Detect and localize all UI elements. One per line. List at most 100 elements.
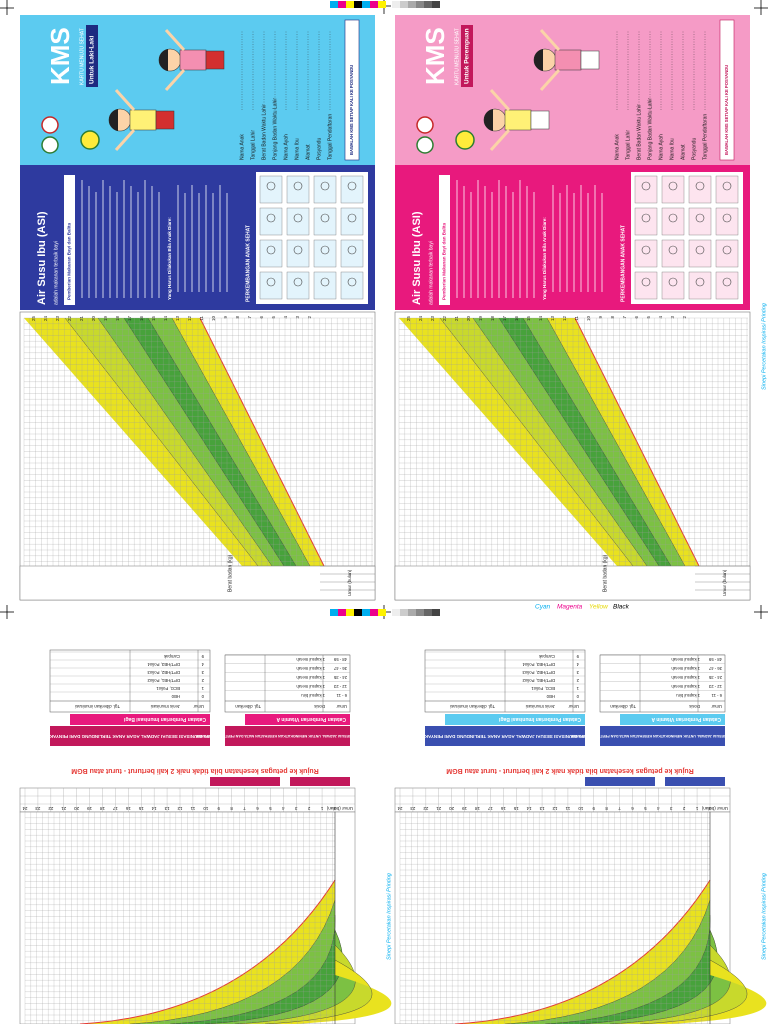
age-tick-label: 10 (203, 806, 209, 811)
grey-patch (424, 609, 432, 616)
band-edge (123, 317, 285, 567)
color-patch (338, 609, 346, 616)
vitamin-cell: 24 - 35 (333, 675, 347, 680)
weight-tick-label: 3 (295, 316, 300, 319)
age-tick-label: 1 (695, 806, 698, 811)
development-pictogram (286, 207, 310, 236)
age-tick-label: 0 (333, 806, 336, 811)
age-tick-label: 17 (487, 806, 493, 811)
grey-patch (400, 1, 408, 8)
field-label: Nama Ayah (283, 134, 289, 160)
pictogram-figure (320, 245, 330, 255)
pictogram-figure (347, 181, 357, 191)
child-arm (539, 68, 561, 92)
age-tick-label: 2 (307, 806, 310, 811)
imunisasi-title: Catatan Pemberian Imunisasi Bagi (498, 716, 581, 722)
grey-patch (432, 1, 440, 8)
imunisasi-cell: BCG, Polio1 (156, 686, 180, 691)
child-body (179, 49, 207, 71)
imunisasi-cell: 1 (576, 686, 579, 691)
note-label: BAWALAH KMS SETIAP KALI KE POSYANDU (349, 65, 354, 155)
growth-band (170, 915, 343, 1024)
development-pictogram (340, 207, 364, 236)
logo (41, 116, 59, 134)
referral-note: Rujuk ke petugas kesehatan bila tidak na… (71, 767, 319, 774)
imunisasi-col-label: Tgl. diberikan imunisasi (450, 704, 495, 709)
red-line (199, 317, 325, 567)
field-label: Nama Anak (614, 134, 620, 160)
age-tick-label: 9 (592, 806, 595, 811)
development-pictogram (661, 271, 685, 300)
color-patch (362, 609, 370, 616)
logo (416, 136, 434, 154)
field-label: Tanggal Lahir (625, 130, 631, 160)
pictogram-figure (347, 245, 357, 255)
age-tick-label: 15 (138, 806, 144, 811)
vitamin-cell: 1 kapsul biru (676, 693, 700, 698)
weight-tick-label: 10 (211, 316, 216, 322)
growth-band (547, 318, 699, 566)
age-tick-label: 16 (125, 806, 131, 811)
imunisasi-col-label: Jenis Imunisasi (151, 704, 180, 709)
weight-tick-label: 13 (175, 316, 180, 322)
age-tick-label: 19 (462, 806, 468, 811)
imunisasi-cell: DPT/HB3, Polio4 (147, 662, 180, 667)
imunisasi-cell: 3 (201, 670, 204, 675)
age-tick-label: 22 (48, 806, 54, 811)
growth-band (205, 930, 356, 1024)
growth-band (523, 318, 685, 566)
imunisasi-cell: DPT/HB1, Polio2 (147, 678, 180, 683)
logo (416, 116, 434, 134)
band-edge (97, 317, 273, 567)
color-patch (370, 1, 378, 8)
development-pictogram (634, 239, 658, 268)
weight-tick-label: 19 (478, 316, 483, 322)
imunisasi-cell: HB0 (171, 694, 180, 699)
development-pictogram (715, 239, 739, 268)
age-tick-label: 5 (269, 806, 272, 811)
imunisasi-heading: BERI IMUNISASI SESUAI JADWAL AGAR ANAK T… (421, 734, 590, 739)
age-tick-label: 1 (320, 806, 323, 811)
field-label: Nama Ayah (658, 134, 664, 160)
ink-color-label: Yellow (589, 604, 609, 611)
pictogram-figure (266, 277, 276, 287)
grey-patch (400, 609, 408, 616)
weight-tick-label: 9 (598, 316, 603, 319)
growth-band (473, 318, 659, 566)
imunisasi-cell: 2 (201, 678, 204, 683)
asi-heading-box (64, 175, 75, 305)
vitamin-cell: 1 kapsul biru (301, 693, 325, 698)
development-pictogram (715, 175, 739, 204)
pictogram-figure (695, 213, 705, 223)
child-arm (114, 128, 136, 152)
development-pictogram (313, 207, 337, 236)
field-label: Nama Ibu (294, 138, 300, 160)
pictogram-figure (668, 277, 678, 287)
pictogram-figure (641, 181, 651, 191)
vitamin-heading: BERI VITAMIN A SESUAI JADWAL UNTUK MENIN… (195, 734, 380, 738)
development-pictogram (286, 175, 310, 204)
development-pictogram (688, 271, 712, 300)
pictogram-figure (293, 213, 303, 223)
growth-band (98, 318, 284, 566)
weight-tick-label: 11 (199, 316, 204, 321)
child-arm (164, 28, 186, 52)
pictogram-figure (320, 181, 330, 191)
weight-tick-label: 17 (127, 316, 132, 322)
imunisasi-cell: HB0 (546, 694, 555, 699)
weight-tick-label: 23 (430, 316, 435, 322)
weight-tick-label: 20 (91, 316, 96, 322)
color-patch (330, 609, 338, 616)
weight-tick-label: 17 (502, 316, 507, 322)
imunisasi-cell: 4 (576, 662, 579, 667)
grey-patch (392, 609, 400, 616)
band-edge (439, 317, 634, 567)
vitamin-col-label: Tgl. diberikan (235, 704, 261, 709)
weight-tick-label: 7 (622, 316, 627, 319)
weight-tick-label: 15 (151, 316, 156, 322)
field-label: Posyandu (316, 138, 322, 160)
vitamin-cell: 1 kapsul merah (671, 675, 700, 680)
vitamin-title: Catatan Pemberian Vitamin A (651, 716, 721, 722)
growth-band (455, 880, 710, 1024)
